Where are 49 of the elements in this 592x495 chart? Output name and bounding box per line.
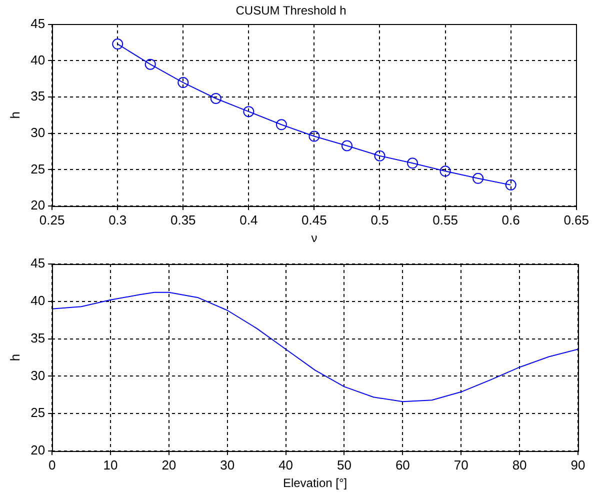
y-tick-label: 35: [30, 330, 46, 346]
point: [210, 92, 222, 104]
y-tick-label: 25: [30, 161, 46, 176]
x-axis-title: Elevation [°]: [282, 476, 348, 490]
x-tick-label: 0.5: [370, 212, 389, 228]
point: [440, 166, 451, 177]
y-axis-title: h: [7, 354, 22, 362]
x-tick-label: 40: [278, 457, 294, 472]
y-tick-label: 45: [30, 256, 46, 271]
x-tick-label: 0.65: [564, 212, 590, 228]
x-tick-label: 30: [220, 457, 235, 472]
point: [243, 106, 254, 118]
point: [374, 150, 386, 162]
y-tick-label: 20: [30, 198, 46, 213]
y-tick-label: 20: [30, 442, 46, 458]
x-tick-label: 0.6: [502, 212, 520, 228]
y-tick-label: 30: [30, 124, 46, 140]
x-axis-title: ν: [311, 231, 318, 246]
point: [112, 38, 124, 50]
x-tick-label: 0.35: [170, 212, 196, 228]
x-tick-label: 10: [103, 457, 118, 472]
x-tick-label: 20: [162, 457, 176, 472]
x-tick-label: 0.55: [432, 212, 458, 228]
x-tick-label: 80: [512, 457, 527, 472]
y-axis-title: h: [7, 112, 22, 119]
x-tick-label: 0.45: [302, 212, 327, 228]
point: [341, 140, 352, 152]
y-tick-label: 35: [30, 88, 46, 104]
y-tick-label: 45: [30, 16, 46, 31]
x-tick-label: 90: [570, 457, 586, 472]
point: [505, 179, 516, 190]
chart-title: CUSUM Threshold h: [236, 4, 346, 18]
y-tick-label: 30: [30, 368, 46, 383]
point: [178, 77, 189, 88]
x-tick-label: 0: [48, 457, 56, 472]
y-tick-label: 25: [30, 405, 46, 420]
point: [308, 130, 320, 142]
x-tick-label: 50: [337, 457, 352, 472]
x-tick-label: 70: [454, 457, 468, 472]
x-tick-label: 0.4: [240, 212, 258, 228]
y-tick-label: 40: [30, 292, 46, 308]
point: [472, 172, 484, 184]
point: [144, 58, 156, 70]
x-tick-label: 60: [395, 457, 410, 472]
y-tick-label: 40: [30, 52, 46, 68]
point: [407, 158, 418, 169]
x-tick-label: 0.25: [39, 212, 65, 228]
x-tick-label: 0.3: [108, 212, 127, 228]
point: [276, 119, 287, 130]
